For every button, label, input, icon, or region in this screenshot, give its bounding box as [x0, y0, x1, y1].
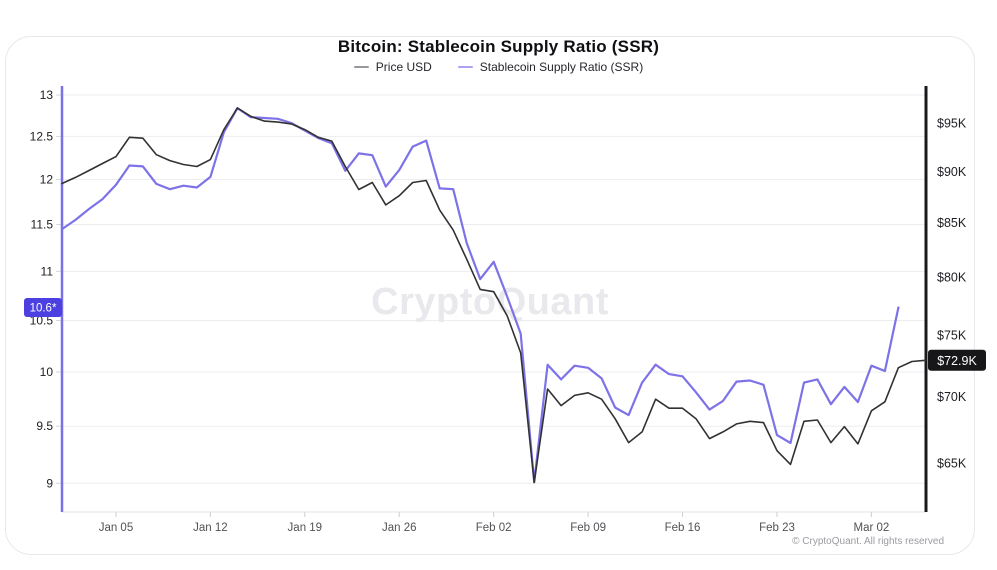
legend-label-ssr: Stablecoin Supply Ratio (SSR) — [479, 60, 644, 74]
left-tick-label: 11.5 — [31, 217, 54, 231]
ssr-line-series[interactable] — [60, 106, 900, 484]
chart-title: Bitcoin: Stablecoin Supply Ratio (SSR) — [337, 37, 660, 56]
x-tick-label: Mar 02 — [854, 522, 890, 534]
ssr-dash-icon — [457, 65, 473, 69]
right-tick-label: $85K — [937, 216, 967, 230]
left-tick-label: 10 — [40, 365, 54, 379]
legend-item-ssr[interactable]: Stablecoin Supply Ratio (SSR) — [457, 60, 644, 74]
right-tick-label: $75K — [937, 328, 967, 342]
price-line-series[interactable] — [61, 107, 927, 484]
left-tick-label: 9 — [46, 476, 53, 490]
ssr-latest-badge-label: 10.6* — [30, 303, 57, 315]
x-tick-label: Jan 12 — [193, 522, 228, 534]
right-tick-label: $95K — [937, 117, 967, 131]
x-tick-label: Jan 26 — [382, 522, 417, 534]
x-tick-label: Feb 16 — [665, 522, 701, 534]
ssr-latest-badge — [24, 298, 62, 318]
left-tick-label: 13 — [40, 88, 54, 102]
left-tick-label: 11 — [41, 264, 54, 278]
legend-item-price-usd[interactable]: Price USD — [353, 60, 432, 74]
x-tick-label: Feb 23 — [759, 522, 795, 534]
legend-label-price-usd: Price USD — [375, 60, 432, 74]
copyright-notice: © CryptoQuant. All rights reserved — [792, 536, 944, 547]
left-tick-label: 9.5 — [36, 419, 53, 433]
left-tick-label: 12.5 — [30, 129, 54, 143]
right-tick-label: $65K — [937, 457, 967, 471]
x-tick-label: Jan 19 — [288, 522, 323, 534]
x-tick-label: Feb 09 — [570, 522, 606, 534]
chart-legend: Price USD Stablecoin Supply Ratio (SSR) — [0, 60, 997, 74]
watermark: CryptoQuant — [371, 281, 609, 323]
left-tick-label: 12 — [40, 173, 54, 187]
x-tick-label: Feb 02 — [476, 522, 512, 534]
right-tick-label: $70K — [937, 390, 967, 404]
price-latest-badge — [928, 349, 986, 371]
price-latest-badge-label: $72.9K — [937, 354, 977, 368]
chart-card — [5, 36, 975, 555]
x-tick-label: Jan 05 — [99, 522, 134, 534]
price-usd-dash-icon — [353, 65, 369, 69]
right-tick-label: $90K — [937, 165, 967, 179]
right-tick-label: $80K — [937, 270, 967, 284]
